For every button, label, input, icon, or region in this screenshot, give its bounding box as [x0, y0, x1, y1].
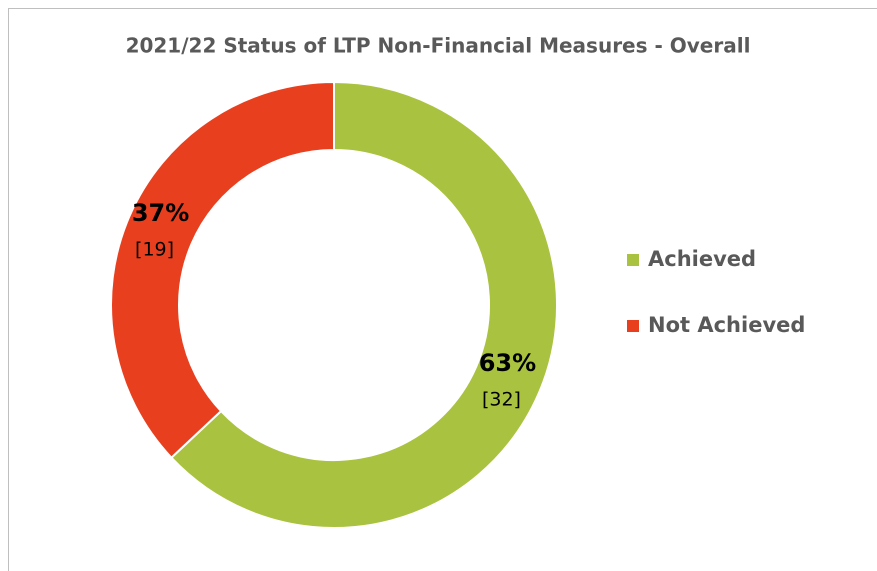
count-label: [19]	[135, 238, 174, 260]
legend-label: Not Achieved	[648, 313, 805, 337]
legend-swatch	[627, 320, 639, 332]
chart-title: 2021/22 Status of LTP Non-Financial Meas…	[126, 34, 751, 58]
value-label: 63%	[479, 349, 536, 377]
donut-segment	[110, 80, 335, 460]
legend-label: Achieved	[648, 247, 756, 271]
legend-swatch	[627, 254, 639, 266]
count-label: [32]	[482, 389, 521, 411]
donut-segment	[170, 80, 558, 529]
value-label: 37%	[132, 199, 189, 227]
